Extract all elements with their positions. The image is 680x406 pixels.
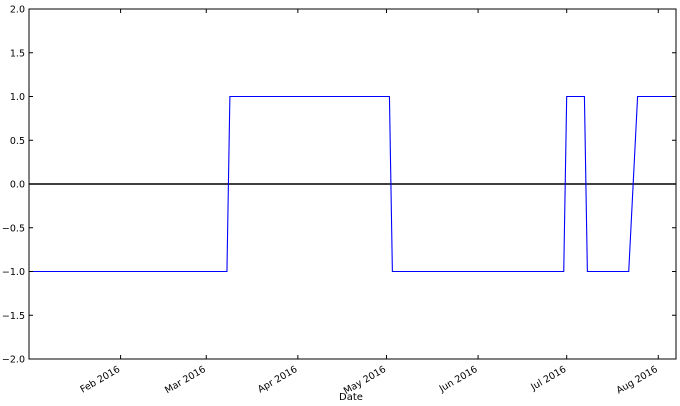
x-tick-label: Mar 2016: [163, 364, 208, 396]
y-tick-label: −1.0: [2, 267, 25, 278]
series-line-0: [29, 95, 676, 273]
y-axis: 2.0 1.5 1.0 0.5 0.0 −0.5 −1.0 −1.5 −2.0: [2, 5, 676, 366]
x-tick-label: Jun 2016: [437, 364, 480, 395]
y-tick-label: 1.5: [10, 48, 25, 59]
y-tick-label: −2.0: [2, 355, 25, 366]
x-axis-title: Date: [339, 392, 363, 403]
y-tick-label: −1.5: [2, 311, 25, 322]
y-tick-label: 0.5: [10, 136, 25, 147]
y-tick-label: 0.0: [10, 180, 25, 191]
x-tick-label: Jul 2016: [528, 364, 568, 393]
series-layer: [29, 95, 676, 273]
y-tick-label: 2.0: [10, 5, 25, 16]
x-tick-label: Aug 2016: [615, 364, 660, 396]
x-tick-label: Apr 2016: [256, 364, 299, 395]
y-tick-label: 1.0: [10, 92, 25, 103]
x-tick-label: Feb 2016: [78, 364, 122, 396]
y-tick-label: −0.5: [2, 223, 25, 234]
